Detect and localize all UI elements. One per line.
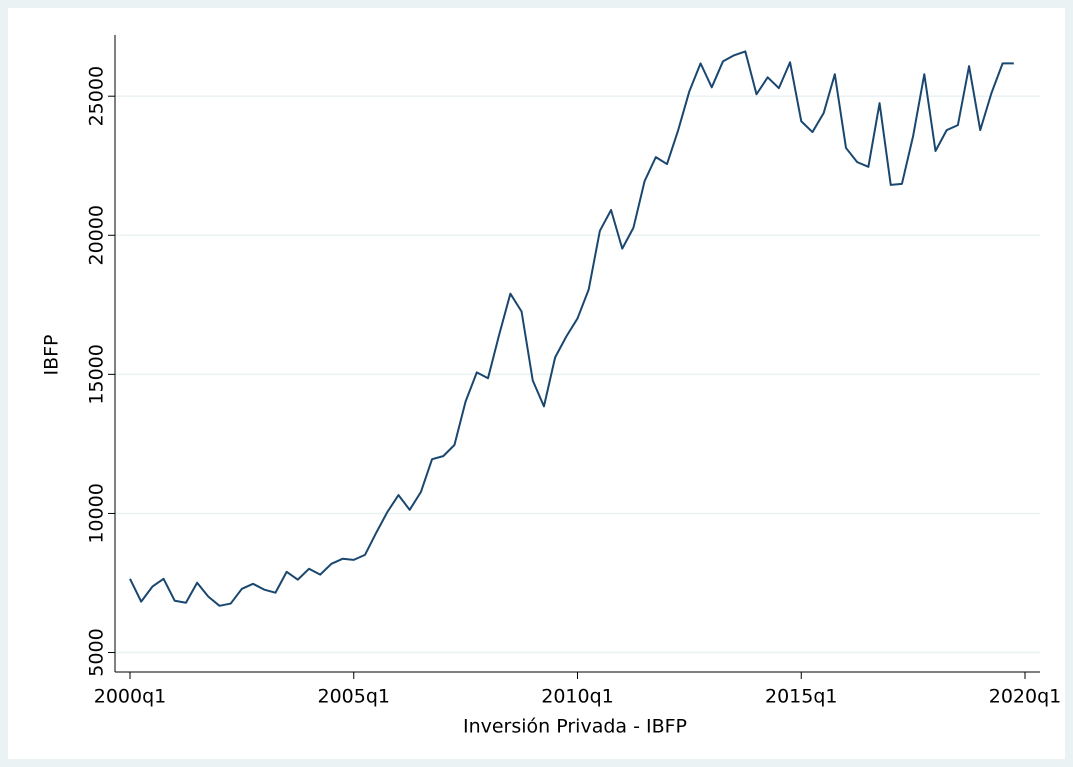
y-tick-label: 10000 <box>86 483 108 543</box>
x-tick-label: 2015q1 <box>765 686 838 708</box>
x-tick-label: 2010q1 <box>541 686 614 708</box>
y-axis-label: IBFP <box>41 334 63 375</box>
x-tick-label: 2005q1 <box>317 686 390 708</box>
x-axis-label: Inversión Privada - IBFP <box>463 716 687 738</box>
x-tick-label: 2000q1 <box>94 686 167 708</box>
data-line <box>129 50 1014 607</box>
y-tick-label: 20000 <box>86 205 108 265</box>
plot-region <box>8 8 1065 759</box>
y-tick-label: 5000 <box>86 628 108 676</box>
y-tick-label: 15000 <box>86 344 108 404</box>
y-tick-label: 25000 <box>86 66 108 126</box>
x-tick-label: 2020q1 <box>989 686 1062 708</box>
